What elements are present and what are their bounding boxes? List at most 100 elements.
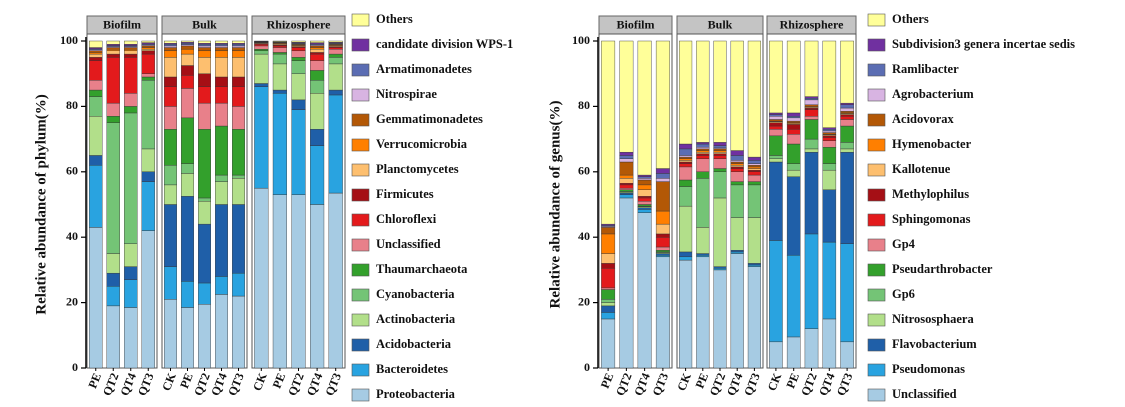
bar-segment	[328, 53, 343, 58]
bar-segment	[840, 40, 854, 104]
bar-segment	[747, 181, 761, 186]
bar-segment	[730, 253, 744, 369]
bar-segment	[696, 155, 710, 159]
bar-segment	[232, 174, 245, 179]
bar-segment	[232, 76, 245, 87]
bar-segment	[164, 299, 177, 369]
bar-segment	[619, 155, 634, 159]
bar-segment	[215, 47, 228, 52]
bar-segment	[822, 40, 837, 128]
bar-segment	[637, 197, 652, 202]
x-tick-label: PE	[270, 371, 289, 390]
bar-segment	[232, 45, 245, 48]
bar-segment	[198, 45, 211, 48]
x-tick-label: PE	[177, 371, 196, 390]
bar-segment	[232, 295, 245, 369]
bar-segment	[679, 143, 693, 150]
bar-segment	[254, 187, 269, 369]
bar-segment	[619, 178, 634, 184]
x-tick-label: PE	[783, 371, 802, 390]
bar-segment	[328, 63, 343, 91]
bar-segment	[637, 40, 652, 176]
bar-segment	[310, 145, 325, 205]
legend-swatch	[351, 88, 370, 102]
bar-segment	[730, 250, 744, 253]
bar-segment	[106, 253, 120, 274]
bar-segment	[730, 165, 744, 168]
legend-swatch	[867, 63, 886, 77]
bar-segment	[655, 256, 670, 369]
bar-segment	[232, 86, 245, 107]
bar-segment	[141, 40, 155, 43]
bar-segment	[679, 160, 693, 163]
bar-segment	[637, 176, 652, 179]
bar-segment	[679, 166, 693, 181]
bar-segment	[106, 57, 120, 104]
x-tick-label: QT4	[631, 371, 653, 398]
legend-swatch	[351, 388, 370, 402]
bar-segment	[679, 259, 693, 369]
bar-segment	[198, 50, 211, 58]
facet-title: Biofilm	[103, 17, 141, 31]
legend-swatch	[867, 263, 886, 277]
bar-segment	[232, 178, 245, 205]
bar-segment	[769, 158, 783, 163]
bar-segment	[786, 169, 801, 177]
legend-label: Gp6	[892, 287, 915, 301]
bar-segment	[637, 174, 652, 177]
bar-segment	[840, 148, 854, 153]
bar-segment	[679, 205, 693, 253]
bar-segment	[601, 263, 616, 269]
bar-segment	[637, 178, 652, 181]
bar-segment	[747, 165, 761, 168]
bar-segment	[840, 119, 854, 127]
bar-segment	[164, 44, 177, 47]
bar-segment	[713, 168, 727, 172]
bar-segment	[141, 50, 155, 55]
bar-segment	[215, 57, 228, 78]
legend-label: Firmicutes	[376, 187, 434, 201]
y-tick-label: 40	[66, 229, 78, 243]
bar-segment	[655, 254, 670, 258]
bar-segment	[106, 48, 120, 52]
bar-segment	[786, 124, 801, 130]
bar-segment	[696, 147, 710, 150]
bar-segment	[713, 171, 727, 199]
bar-segment	[840, 151, 854, 244]
bar-segment	[804, 138, 819, 150]
bar-segment	[89, 60, 103, 81]
y-tick-label: 20	[578, 294, 590, 308]
bar-segment	[141, 73, 155, 78]
bar-segment	[310, 48, 325, 53]
bar-segment	[215, 125, 228, 176]
bar-segment	[747, 217, 761, 264]
bar-segment	[822, 163, 837, 171]
bar-segment	[696, 158, 710, 173]
bar-segment	[637, 179, 652, 186]
bar-segment	[769, 240, 783, 343]
bar-segment	[164, 184, 177, 205]
bar-segment	[232, 50, 245, 58]
bar-segment	[89, 165, 103, 228]
bar-segment	[601, 268, 616, 289]
bar-segment	[164, 50, 177, 58]
facet-title: Rhizosphere	[780, 17, 844, 31]
bar-segment	[215, 40, 228, 44]
bar-segment	[747, 163, 761, 166]
bar-segment	[89, 52, 103, 55]
bar-segment	[124, 112, 138, 244]
bar-segment	[232, 129, 245, 176]
bar-segment	[713, 266, 727, 269]
bar-segment	[696, 150, 710, 153]
bar-segment	[730, 251, 744, 254]
bar-segment	[141, 80, 155, 150]
bar-segment	[713, 150, 727, 153]
bar-segment	[89, 96, 103, 117]
bar-segment	[164, 266, 177, 300]
x-tick-label: QT3	[649, 371, 671, 398]
bar-segment	[254, 45, 269, 50]
bar-segment	[840, 125, 854, 143]
legend-label: Proteobacteria	[376, 387, 456, 401]
bar-segment	[310, 204, 325, 369]
bar-segment	[310, 93, 325, 130]
